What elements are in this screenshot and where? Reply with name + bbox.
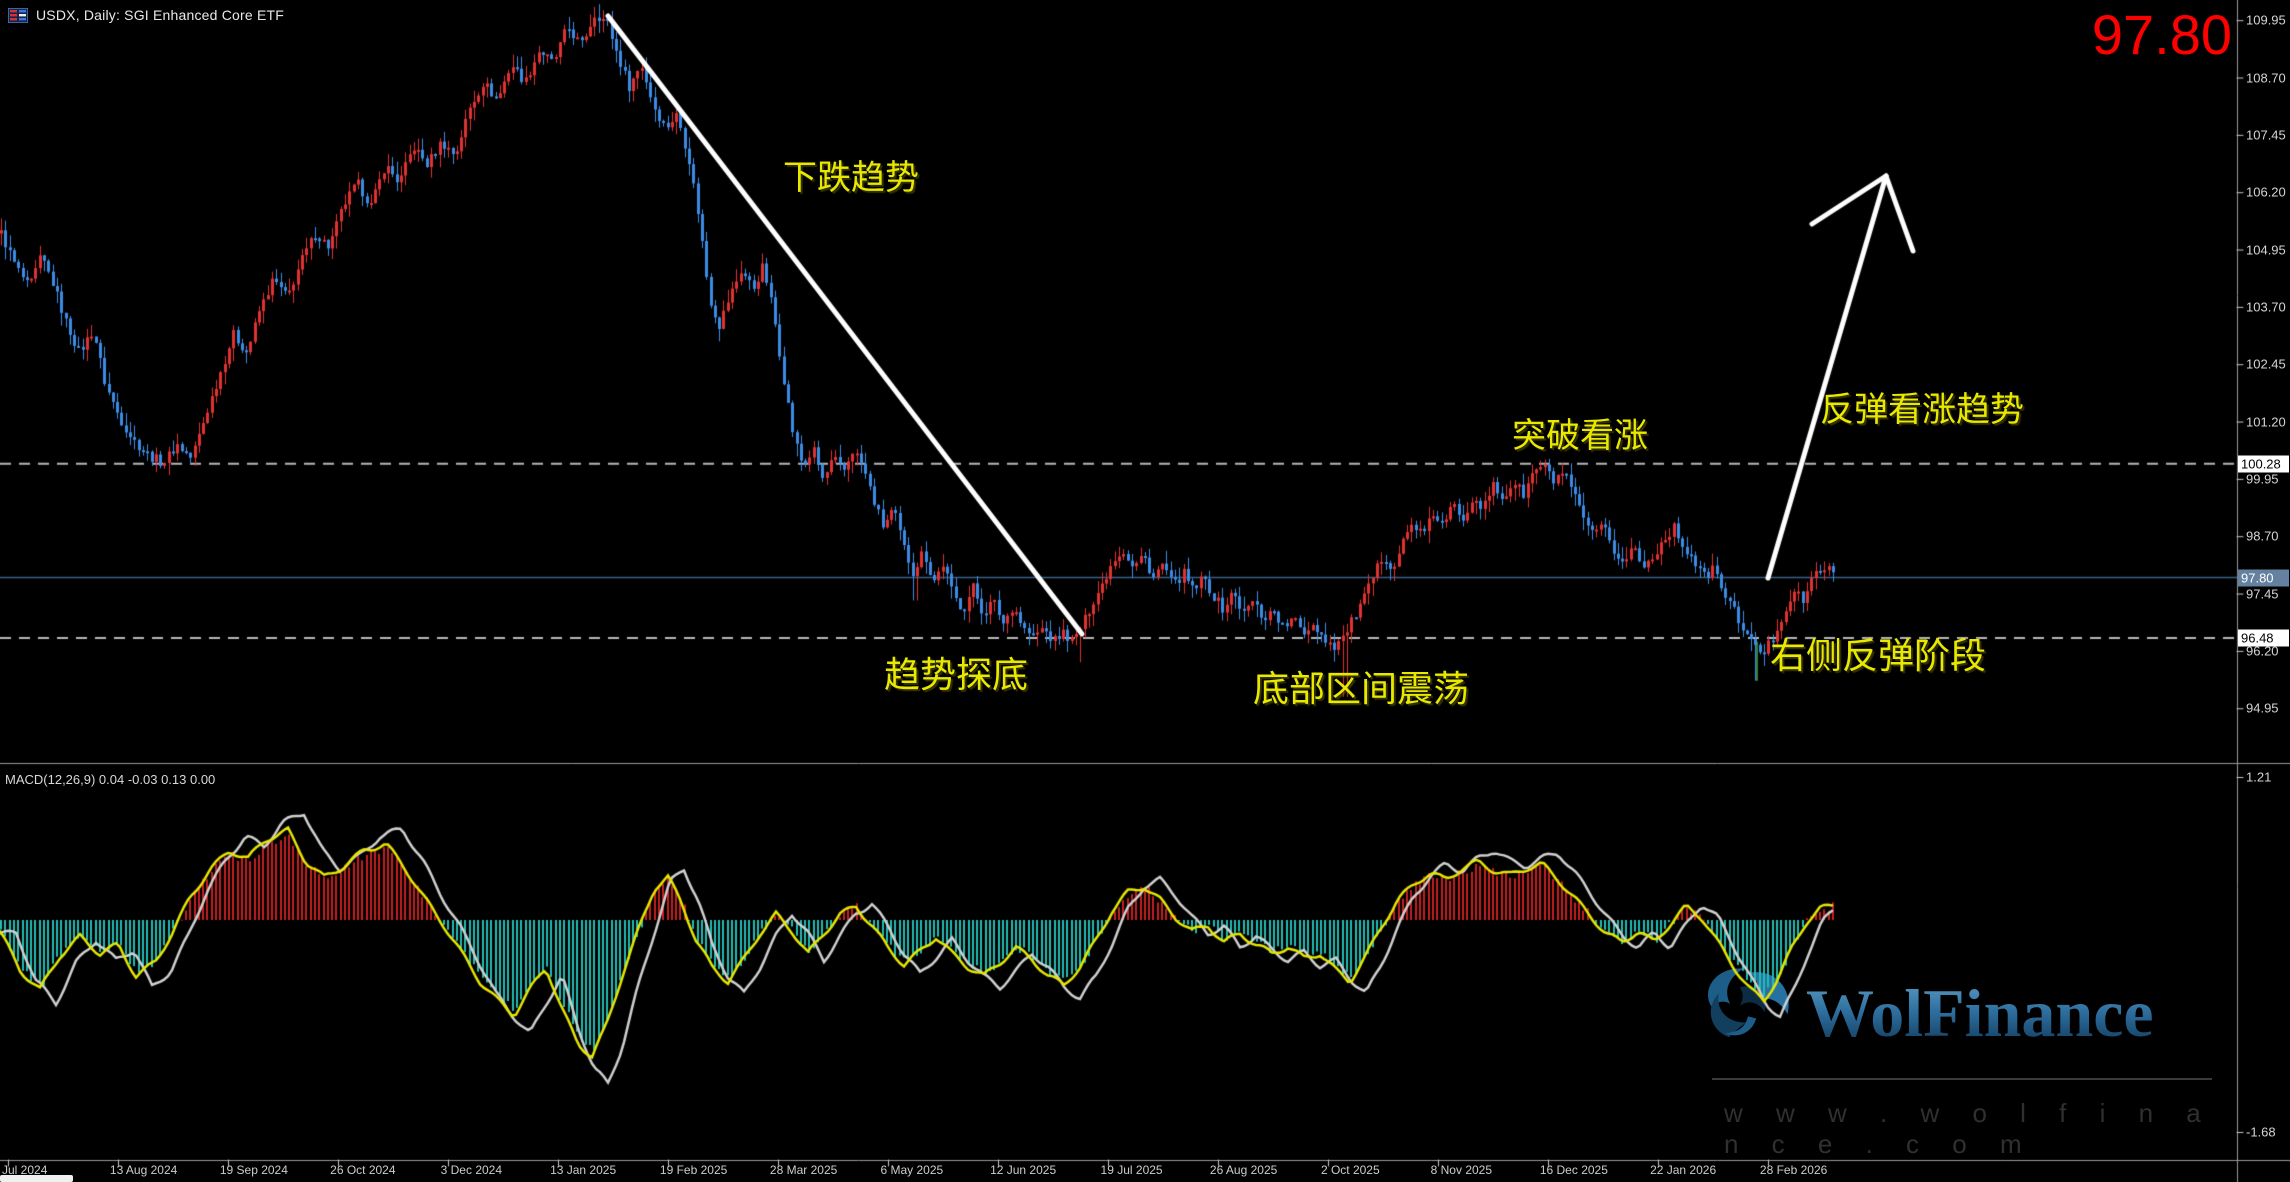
price-axis-label: 104.95 <box>2246 242 2286 258</box>
price-axis-label: 99.95 <box>2246 471 2279 487</box>
price-axis-label: 102.45 <box>2246 356 2286 372</box>
date-axis-label: 19 Sep 2024 <box>219 1163 288 1177</box>
price-axis-label: 98.70 <box>2246 528 2279 544</box>
price-axis-boxed-label: 100.28 <box>2238 455 2289 473</box>
annotation-bottoming: 趋势探底 <box>884 655 1029 695</box>
price-axis-label: 103.70 <box>2246 299 2286 315</box>
date-axis-label: 19 Feb 2025 <box>659 1163 728 1177</box>
date-axis-label: 12 Jun 2025 <box>990 1163 1057 1177</box>
date-axis-label: 22 Jan 2026 <box>1650 1163 1717 1177</box>
date-axis-label: 8 Nov 2025 <box>1430 1163 1493 1177</box>
chart-symbol-title: USDX, Daily: SGI Enhanced Core ETF <box>36 7 284 23</box>
price-axis-label: 94.95 <box>2246 700 2279 716</box>
price-axis-boxed-label: 97.80 <box>2238 569 2289 587</box>
date-axis-label: 13 Jan 2025 <box>550 1163 617 1177</box>
date-axis-label: 3 Dec 2024 <box>440 1163 503 1177</box>
annotation-rebound-trend: 反弹看涨趋势 <box>1820 392 2024 429</box>
price-axis-label: 96.20 <box>2246 643 2279 659</box>
price-axis-label: 107.45 <box>2246 127 2286 143</box>
price-axis-label: 97.45 <box>2246 586 2279 602</box>
price-axis-label: 101.20 <box>2246 414 2286 430</box>
current-price-callout: 97.80 <box>2091 3 2232 66</box>
chart-title-bar: USDX, Daily: SGI Enhanced Core ETF <box>8 7 284 23</box>
annotation-breakout: 突破看涨 <box>1512 418 1648 455</box>
date-axis-label: 26 Oct 2024 <box>330 1163 396 1177</box>
macd-indicator-label: MACD(12,26,9) 0.04 -0.03 0.13 0.00 <box>5 772 216 787</box>
date-axis-label: 26 Aug 2025 <box>1209 1163 1278 1177</box>
date-axis-label: Jul 2024 <box>2 1163 48 1177</box>
date-axis-label: 16 Dec 2025 <box>1539 1163 1608 1177</box>
date-axis-label: 13 Aug 2024 <box>109 1163 178 1177</box>
date-axis-label: 19 Jul 2025 <box>1100 1163 1163 1177</box>
date-axis-label: 28 Feb 2026 <box>1759 1163 1828 1177</box>
annotation-bottom-range: 底部区间震荡 <box>1253 669 1470 709</box>
annotation-downtrend: 下跌趋势 <box>783 160 919 197</box>
price-axis-boxed-label: 96.48 <box>2238 629 2289 647</box>
macd-scale-max-label: 1.21 <box>2246 769 2272 785</box>
date-axis-label: 6 May 2025 <box>880 1163 944 1177</box>
annotation-right-rebound: 右侧反弹阶段 <box>1770 636 1987 676</box>
price-axis-label: 108.70 <box>2246 70 2286 86</box>
macd-scale-min-label: -1.68 <box>2246 1124 2276 1140</box>
price-axis-label: 106.20 <box>2246 184 2286 200</box>
axis-corner-marker <box>0 1175 73 1182</box>
date-axis-label: 28 Mar 2025 <box>769 1163 838 1177</box>
price-axis-label: 109.95 <box>2246 12 2286 28</box>
date-axis-label: 2 Oct 2025 <box>1320 1163 1380 1177</box>
candlestick-chart-icon <box>8 7 28 23</box>
